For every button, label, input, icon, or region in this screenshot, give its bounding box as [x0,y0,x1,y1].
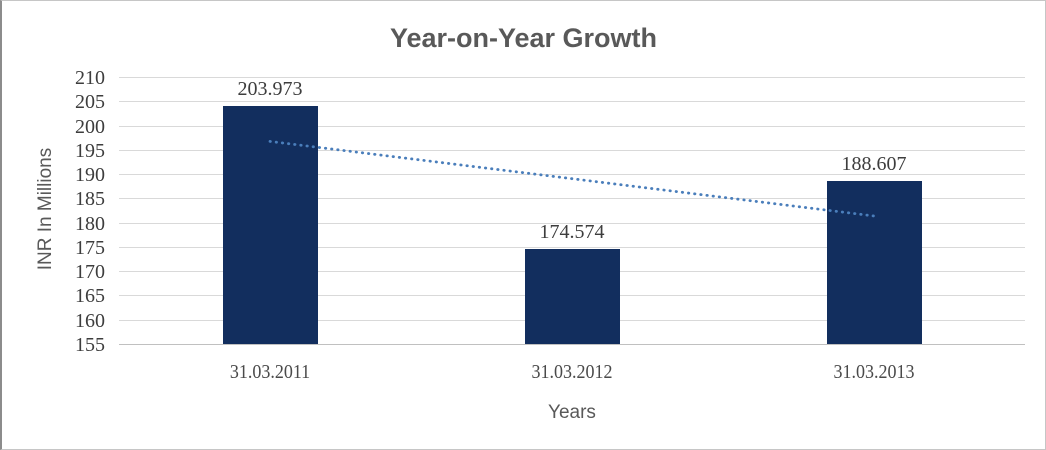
gridline-180 [119,223,1025,224]
bar-31.03.2013 [827,181,922,344]
y-tick-label: 170 [75,261,105,283]
x-axis-title: Years [548,402,596,423]
gridline-205 [119,101,1025,102]
y-tick-label: 210 [75,67,105,89]
bar-31.03.2012 [525,249,620,344]
y-tick-label: 200 [75,116,105,138]
gridline-210 [119,77,1025,78]
gridline-200 [119,126,1025,127]
y-tick-label: 205 [75,91,105,113]
y-tick-label: 190 [75,164,105,186]
y-tick-label: 155 [75,334,105,356]
x-tick-label: 31.03.2012 [531,361,613,383]
y-tick-label: 175 [75,237,105,259]
bar-31.03.2011 [223,106,318,344]
gridline-155 [119,344,1025,345]
y-tick-label: 165 [75,285,105,307]
bar-value-label: 188.607 [841,153,907,175]
y-tick-label: 195 [75,140,105,162]
chart-title: Year-on-Year Growth [389,23,658,53]
gridline-175 [119,247,1025,248]
bar-value-label: 203.973 [237,78,303,100]
y-tick-label: 185 [75,188,105,210]
y-tick-label: 160 [75,310,105,332]
y-tick-label: 180 [75,213,105,235]
bar-value-label: 174.574 [539,221,605,243]
x-tick-label: 31.03.2011 [229,361,311,383]
x-tick-label: 31.03.2013 [833,361,915,383]
